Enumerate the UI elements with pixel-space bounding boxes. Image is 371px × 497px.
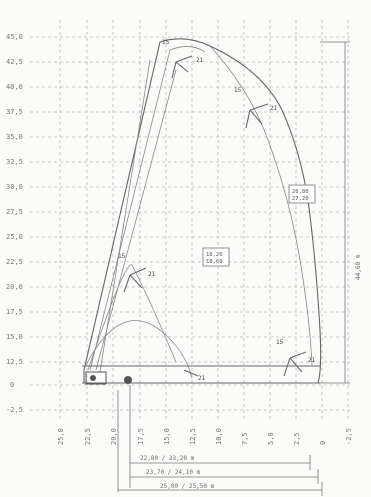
- x-tick: 5,0: [267, 432, 275, 445]
- y-tick: 42,5: [6, 58, 23, 66]
- x-tick: 10,0: [215, 428, 223, 445]
- basket-base: 21: [183, 369, 206, 382]
- y-tick: 32,5: [6, 158, 23, 166]
- lower-arc: [85, 320, 193, 379]
- reach-label-3: 25,00 / 25,50 m: [160, 483, 215, 490]
- y-tick: 0: [10, 381, 14, 389]
- x-tick: 7,5: [241, 432, 249, 445]
- pos-label: 15: [118, 253, 126, 260]
- box-line: 26,80: [292, 189, 309, 195]
- x-tick: 12,5: [189, 428, 197, 445]
- lower-arc-2: [87, 264, 177, 371]
- inner-envelope-3: [99, 59, 151, 373]
- x-tick: 25,0: [57, 428, 65, 445]
- y-tick: 37,5: [6, 108, 23, 116]
- basket-low: 15 21: [276, 339, 316, 377]
- x-axis-labels: 25,0 22,5 20,0 17,5 15,0 12,5 10,0 7,5 5…: [57, 428, 353, 445]
- y-tick: 25,0: [6, 233, 23, 241]
- pos-label: 21: [198, 375, 206, 382]
- y-tick: 17,5: [6, 308, 23, 316]
- pos-label: 15: [276, 339, 284, 346]
- outer-envelope: [83, 38, 322, 384]
- x-tick: -2,5: [345, 428, 353, 445]
- y-tick: 27,5: [6, 208, 23, 216]
- pos-label: 15: [234, 87, 242, 94]
- vertical-gridlines: [59, 20, 349, 420]
- y-tick: 20,0: [6, 283, 23, 291]
- load-box-center: [202, 247, 230, 267]
- y-tick: -2,5: [6, 406, 23, 414]
- pos-label: 21: [196, 57, 204, 64]
- box-line: 18,60: [206, 259, 223, 265]
- pos-label: 21: [308, 357, 316, 364]
- inner-envelope-2: [95, 69, 177, 371]
- height-dimension-label: 44,60 m: [355, 254, 362, 280]
- load-box-right: [288, 184, 316, 204]
- y-tick: 45,0: [6, 33, 23, 41]
- y-axis-labels: 45,0 42,5 40,0 37,5 35,0 32,5 30,0 27,5 …: [6, 33, 23, 414]
- pos-label: 21: [148, 271, 156, 278]
- inner-envelope-4: [209, 45, 313, 366]
- x-tick: 20,0: [110, 428, 118, 445]
- basket-top: 15 21: [162, 39, 204, 79]
- wheel-icon: [90, 375, 96, 381]
- truck-body: [85, 371, 107, 385]
- x-tick: 22,5: [84, 428, 92, 445]
- basket-left: 15 21: [118, 253, 156, 293]
- x-tick: 17,5: [137, 428, 145, 445]
- y-tick: 30,0: [6, 183, 23, 191]
- y-tick: 22,5: [6, 258, 23, 266]
- reach-label-1: 22,80 / 23,20 m: [140, 455, 195, 462]
- reach-label-2: 23,70 / 24,10 m: [146, 469, 201, 476]
- box-line: 27,20: [292, 196, 309, 202]
- wheel-icon: [124, 376, 132, 384]
- y-tick: 35,0: [6, 133, 23, 141]
- x-tick: 2,5: [293, 432, 301, 445]
- y-tick: 40,0: [6, 83, 23, 91]
- inner-envelope: [89, 46, 206, 371]
- pos-label: 15: [162, 39, 170, 46]
- pos-label: 21: [270, 105, 278, 112]
- basket-mid: 15 21: [234, 87, 278, 129]
- box-line: 18,20: [206, 252, 223, 258]
- y-tick: 15,0: [6, 333, 23, 341]
- y-tick: 12,5: [6, 358, 23, 366]
- x-tick: 15,0: [163, 428, 171, 445]
- x-tick: 0: [319, 441, 327, 445]
